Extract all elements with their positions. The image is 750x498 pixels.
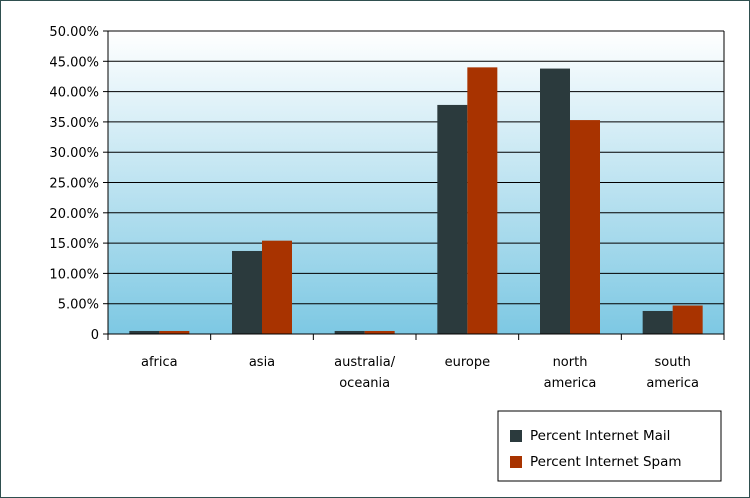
bar xyxy=(540,68,570,335)
x-category-label: north xyxy=(553,355,588,370)
x-category-label: asia xyxy=(249,355,275,370)
bar xyxy=(437,104,468,334)
bar xyxy=(262,240,292,334)
x-category-label: africa xyxy=(141,355,178,370)
y-tick-label: 45.00% xyxy=(49,55,99,70)
bar xyxy=(672,305,703,334)
bar xyxy=(642,310,673,334)
y-tick-label: 30.00% xyxy=(49,146,99,161)
legend-swatch xyxy=(510,456,522,468)
x-category-label: america xyxy=(646,376,699,391)
gridlines xyxy=(108,30,724,335)
y-axis-ticks: 0 5.00% 10.00% 15.00% 20.00% 25.00% 30.00% 35.0… xyxy=(49,25,108,343)
x-axis-categories: africa asia australia/oceania europe north am… xyxy=(141,355,699,391)
legend-label: Percent Internet Mail xyxy=(530,428,670,444)
y-tick-label: 10.00% xyxy=(49,267,99,282)
bar xyxy=(159,330,190,334)
legend: Percent Internet Mail Percent Internet Sp… xyxy=(497,410,722,482)
x-category-label: south xyxy=(655,355,691,370)
y-tick-label: 0 xyxy=(91,328,99,343)
bars xyxy=(129,67,703,335)
bar xyxy=(364,330,395,334)
x-category-label: oceania xyxy=(339,376,390,391)
x-category-label: australia/ xyxy=(334,355,396,370)
legend-swatch xyxy=(510,430,522,442)
bar xyxy=(232,250,262,334)
bar xyxy=(129,330,160,334)
y-tick-label: 40.00% xyxy=(49,86,99,101)
bar xyxy=(570,120,600,334)
x-category-label: america xyxy=(544,376,597,391)
y-tick-label: 25.00% xyxy=(49,177,99,192)
y-tick-label: 50.00% xyxy=(49,25,99,40)
y-tick-label: 35.00% xyxy=(49,116,99,131)
y-tick-label: 20.00% xyxy=(49,207,99,222)
legend-box xyxy=(497,410,722,482)
legend-label: Percent Internet Spam xyxy=(530,454,682,470)
x-category-label: europe xyxy=(445,355,491,370)
bar xyxy=(467,67,498,335)
y-tick-label: 15.00% xyxy=(49,237,99,252)
y-tick-label: 5.00% xyxy=(58,298,99,313)
bar xyxy=(334,330,365,334)
